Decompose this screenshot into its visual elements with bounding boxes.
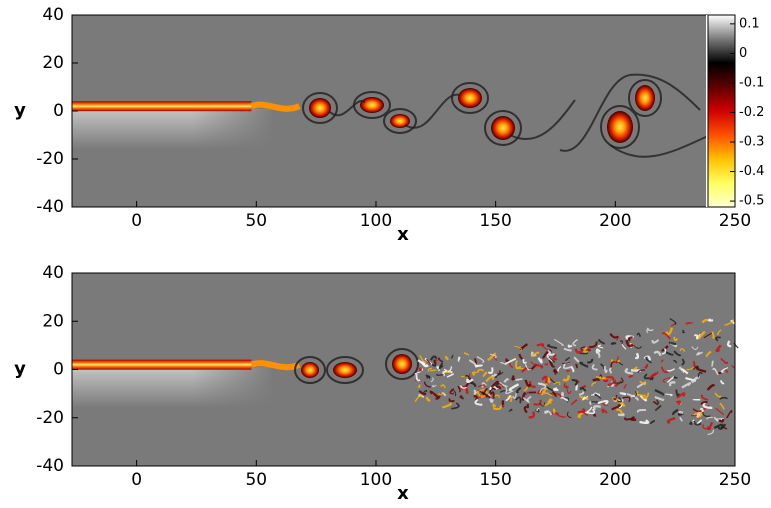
turbulence xyxy=(545,364,548,365)
wake-fade xyxy=(192,109,274,149)
x-tick-label: 250 xyxy=(719,470,751,490)
x-tick-label: 100 xyxy=(360,470,392,490)
turbulence xyxy=(618,414,624,415)
wake-fade xyxy=(192,368,274,408)
y-tick-label: 40 xyxy=(42,5,64,25)
y-tick-label: -20 xyxy=(36,149,64,169)
turbulence xyxy=(588,348,589,351)
turbulence xyxy=(680,412,684,413)
vortex xyxy=(360,97,384,113)
x-tick-label: 200 xyxy=(599,470,631,490)
y-tick-label: -40 xyxy=(36,197,64,217)
turbulence xyxy=(712,361,713,366)
field xyxy=(72,273,739,466)
colorbar-tick-label: 0.1 xyxy=(739,16,760,31)
colorbar-tick-label: 0 xyxy=(739,46,747,61)
x-tick-label: 100 xyxy=(360,211,392,231)
y-tick-label: 40 xyxy=(42,263,64,283)
x-tick-label: 150 xyxy=(479,470,511,490)
jet xyxy=(72,360,252,370)
turbulence xyxy=(686,323,692,324)
vortex xyxy=(458,88,482,108)
colorbar xyxy=(708,15,735,207)
jet xyxy=(72,101,252,111)
turbulence xyxy=(562,393,563,396)
x-tick-label: 0 xyxy=(131,470,142,490)
field xyxy=(72,15,735,207)
turbulence xyxy=(528,392,536,393)
colorbar-tick-label: -0.2 xyxy=(739,105,764,120)
x-tick-label: 50 xyxy=(245,470,267,490)
turbulence xyxy=(552,413,559,414)
turbulence xyxy=(516,379,522,380)
colorbar-tick-label: -0.3 xyxy=(739,135,764,150)
colorbar-tick-label: -0.5 xyxy=(739,194,764,209)
turbulence xyxy=(718,373,722,374)
turbulence xyxy=(576,385,577,391)
vortex xyxy=(392,354,412,374)
y-axis-label: y xyxy=(14,359,26,380)
x-axis-label: x xyxy=(397,224,409,245)
x-tick-label: 150 xyxy=(479,211,511,231)
x-axis-label: x xyxy=(397,483,409,504)
turbulence xyxy=(590,402,591,405)
y-tick-label: 20 xyxy=(42,53,64,73)
turbulence xyxy=(593,379,599,380)
vortex xyxy=(333,362,357,378)
vortex xyxy=(301,362,319,378)
x-tick-label: 50 xyxy=(245,211,267,231)
y-tick-label: 0 xyxy=(53,360,64,380)
vortex xyxy=(635,85,655,111)
y-tick-label: -40 xyxy=(36,456,64,476)
turbulence xyxy=(567,370,570,371)
y-tick-label: 0 xyxy=(53,101,64,121)
y-tick-label: -20 xyxy=(36,408,64,428)
turbulence xyxy=(591,402,598,403)
y-axis-label: y xyxy=(14,100,26,121)
y-tick-label: 20 xyxy=(42,311,64,331)
colorbar-tick-label: -0.4 xyxy=(739,164,764,179)
vortex xyxy=(607,111,633,143)
x-tick-label: 250 xyxy=(719,211,751,231)
turbulence xyxy=(612,343,616,344)
vortex xyxy=(309,98,331,118)
turbulence xyxy=(443,374,444,375)
colorbar-tick-label: -0.1 xyxy=(739,75,764,90)
x-tick-label: 200 xyxy=(599,211,631,231)
turbulence xyxy=(420,369,421,372)
x-tick-label: 0 xyxy=(131,211,142,231)
turbulence xyxy=(554,409,555,413)
